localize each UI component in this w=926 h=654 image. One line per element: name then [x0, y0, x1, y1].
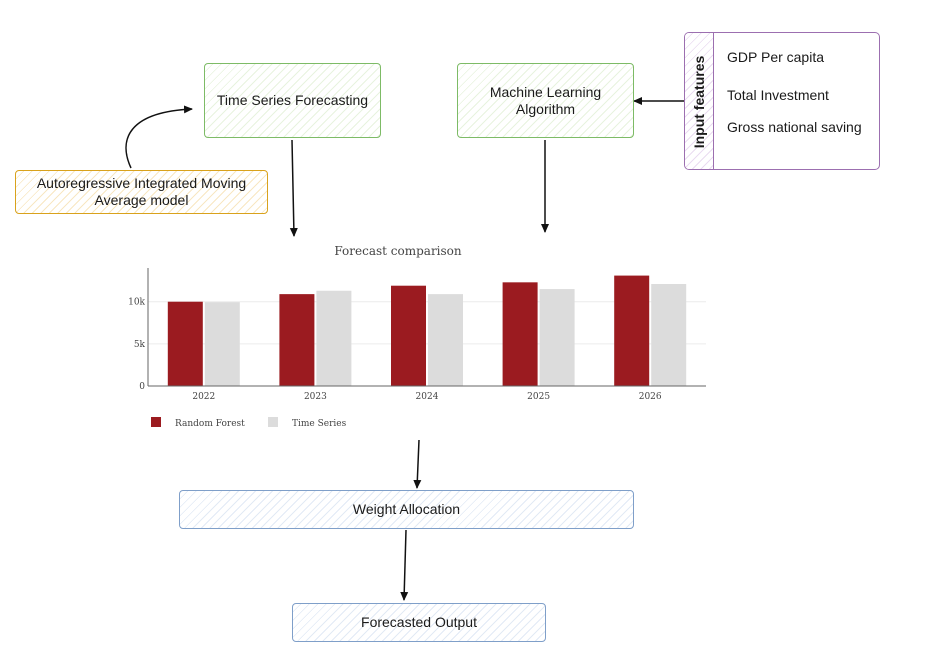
- time-series-forecasting-node[interactable]: Time Series Forecasting: [204, 63, 381, 138]
- chart-axes: 0 5k 10k 2022 2023 2024 2025 2026: [128, 268, 706, 402]
- weight-allocation-label: Weight Allocation: [352, 501, 461, 517]
- bar-random-forest-2022: [167, 301, 203, 386]
- x-tick-label: 2022: [192, 392, 215, 402]
- bar-random-forest-2024: [391, 285, 426, 386]
- x-tick-label: 2026: [639, 392, 662, 402]
- arrow-arima-to-time-series: [125, 105, 193, 169]
- forecasted-output-label: Forecasted Output: [361, 614, 477, 630]
- arrow-chart-to-weight-allocation: [413, 439, 422, 489]
- arima-node[interactable]: Autoregressive Integrated Moving Average…: [15, 170, 268, 214]
- legend-swatch-random-forest: [151, 417, 161, 427]
- bar-random-forest-2026: [614, 275, 650, 386]
- ml-label-line-2: Algorithm: [515, 100, 576, 117]
- arrow-time-series-to-chart: [289, 139, 298, 237]
- bar-time-series-2023: [316, 290, 352, 386]
- bar-time-series-2024: [428, 294, 463, 386]
- legend-label-random-forest: Random Forest: [175, 419, 245, 429]
- feature-total-investment: Total Investment: [727, 87, 829, 103]
- x-tick-label: 2024: [416, 392, 439, 402]
- bar-random-forest-2025: [502, 282, 538, 386]
- y-tick-label: 0: [139, 382, 145, 392]
- bar-random-forest-2023: [279, 294, 315, 386]
- y-tick-label: 5k: [134, 340, 146, 350]
- chart-title: Forecast comparison: [334, 244, 462, 258]
- legend-swatch-time-series: [268, 417, 278, 427]
- chart-bars: [167, 275, 687, 386]
- forecasted-output-node[interactable]: Forecasted Output: [292, 603, 546, 642]
- bar-time-series-2026: [651, 284, 687, 386]
- time-series-forecasting-label: Time Series Forecasting: [216, 92, 369, 108]
- ml-label-line-1: Machine Learning: [489, 83, 602, 100]
- arrow-weight-to-output: [400, 529, 409, 601]
- input-features-header-strip: Input features: [685, 33, 714, 169]
- arima-label: Autoregressive Integrated Moving Average…: [25, 175, 258, 209]
- x-tick-label: 2023: [304, 392, 327, 402]
- arima-label-line-1: Autoregressive Integrated Moving: [36, 175, 247, 191]
- x-tick-label: 2025: [527, 392, 550, 402]
- arima-label-line-2: Average model: [94, 192, 189, 208]
- feature-gross-national-saving: Gross national saving: [727, 119, 862, 135]
- feature-gdp-per-capita: GDP Per capita: [727, 49, 825, 65]
- bar-time-series-2022: [204, 302, 240, 386]
- weight-allocation-node[interactable]: Weight Allocation: [179, 490, 634, 529]
- y-tick-label: 10k: [128, 298, 145, 308]
- bar-time-series-2025: [539, 289, 575, 386]
- chart-gridlines: [148, 301, 706, 345]
- machine-learning-algorithm-label: Machine Learning Algorithm: [478, 84, 613, 118]
- machine-learning-algorithm-node[interactable]: Machine Learning Algorithm: [457, 63, 634, 138]
- input-features-container[interactable]: Input features GDP Per capita Total Inve…: [684, 32, 880, 170]
- legend-label-time-series: Time Series: [292, 419, 347, 429]
- chart-legend: Random Forest Time Series: [151, 417, 347, 429]
